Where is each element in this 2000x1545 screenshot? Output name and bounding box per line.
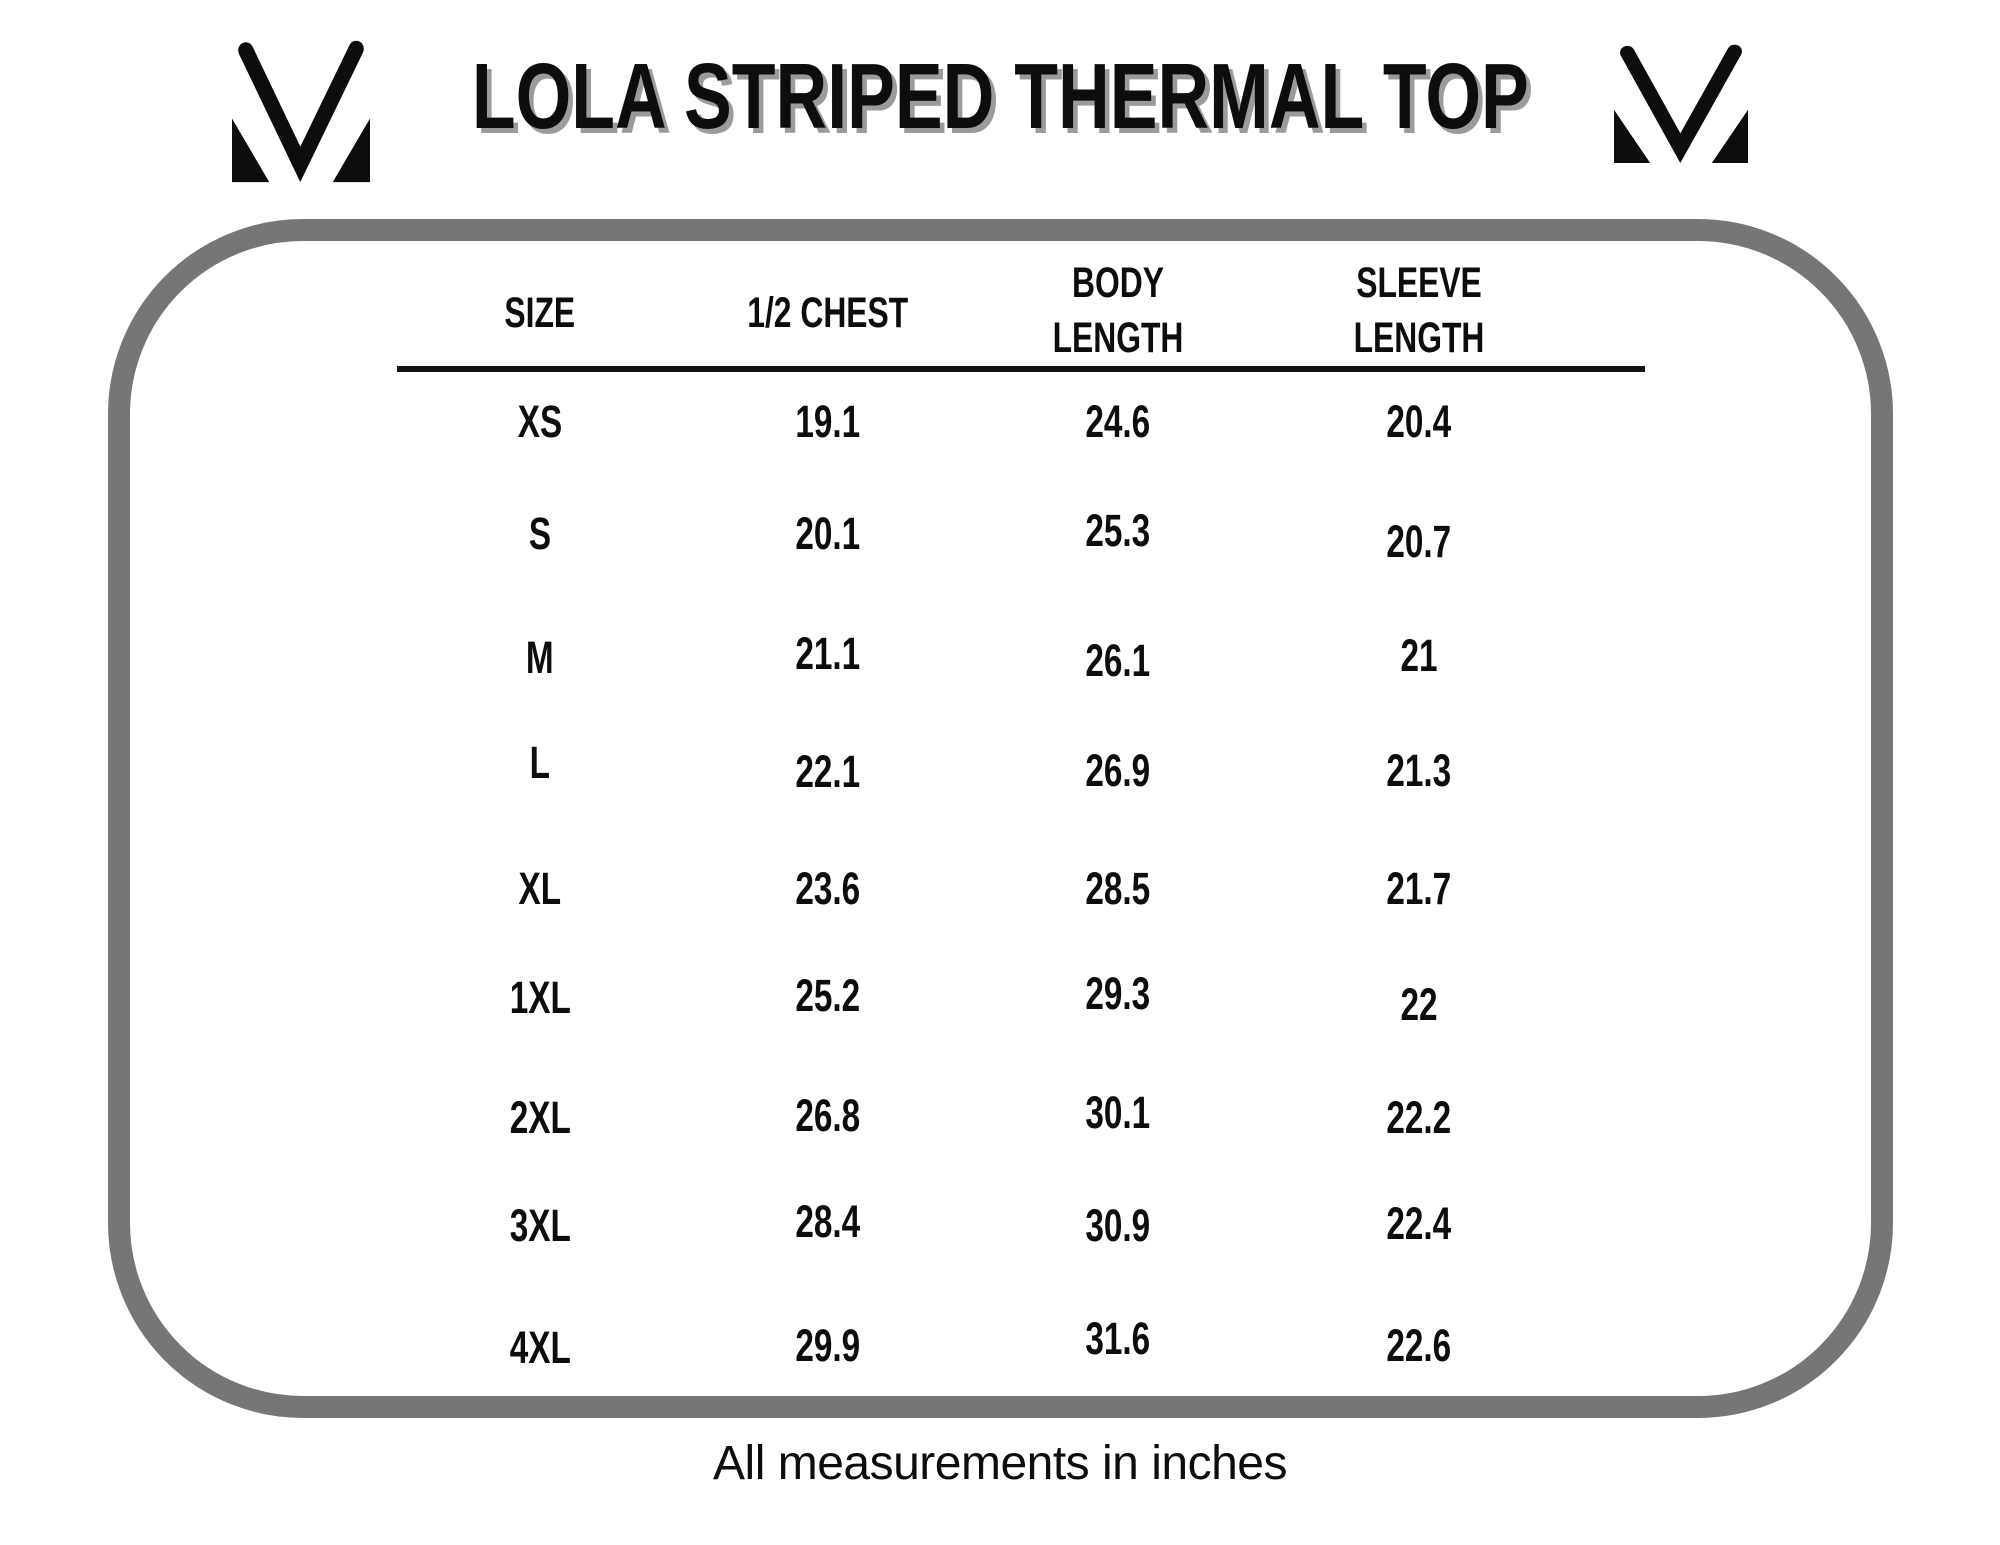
size-cell: L [529, 737, 551, 788]
body-length-cell: 28.5 [1085, 863, 1151, 914]
column-header-size: SIZE [504, 289, 576, 337]
sleeve-length-cell: 22.2 [1386, 1092, 1452, 1143]
brand-m-monogram-icon [1614, 44, 1748, 168]
page-title: LOLA STRIPED THERMAL TOP [471, 44, 1529, 148]
size-cell: S [528, 508, 552, 559]
body-length-cell: 26.9 [1085, 745, 1151, 796]
table-row-l: L 22.1 26.9 21.3 [0, 737, 2000, 797]
size-cell: M [526, 632, 554, 683]
header-rule [397, 366, 1645, 372]
sleeve-length-cell: 22.4 [1386, 1198, 1452, 1249]
half-chest-cell: 22.1 [795, 746, 861, 797]
size-cell: 3XL [509, 1200, 571, 1251]
column-header-body-length: BODY LENGTH [1052, 259, 1184, 362]
body-length-cell: 26.1 [1085, 635, 1151, 686]
size-cell: XL [518, 863, 562, 914]
sleeve-length-cell: 21 [1400, 630, 1438, 681]
half-chest-cell: 28.4 [795, 1196, 861, 1247]
table-row-xl: XL 23.6 28.5 21.7 [0, 863, 2000, 914]
sleeve-length-cell: 21.7 [1386, 863, 1452, 914]
table-row-3xl: 3XL 28.4 30.9 22.4 [0, 1196, 2000, 1251]
table-row-2xl: 2XL 26.8 30.1 22.2 [0, 1087, 2000, 1143]
table-row-m: M 21.1 26.1 21 [0, 628, 2000, 686]
half-chest-cell: 23.6 [795, 863, 861, 914]
body-length-cell: 31.6 [1085, 1313, 1151, 1364]
sleeve-length-cell: 22 [1400, 979, 1438, 1030]
table-row-4xl: 4XL 29.9 31.6 22.6 [0, 1313, 2000, 1373]
table-row-1xl: 1XL 25.2 29.3 22 [0, 968, 2000, 1030]
sleeve-length-cell: 21.3 [1386, 745, 1452, 796]
body-length-cell: 24.6 [1085, 396, 1151, 447]
size-cell: XS [517, 396, 563, 447]
brand-m-monogram-icon [232, 40, 370, 188]
size-cell: 1XL [509, 972, 571, 1023]
table-row-s: S 20.1 25.3 20.7 [0, 505, 2000, 567]
body-length-cell: 25.3 [1085, 505, 1151, 556]
size-chart-panel [108, 219, 1893, 1418]
size-cell: 2XL [509, 1092, 571, 1143]
measurements-footnote: All measurements in inches [713, 1437, 1287, 1490]
body-length-cell: 30.9 [1085, 1200, 1151, 1251]
sleeve-length-cell: 22.6 [1386, 1320, 1452, 1371]
half-chest-cell: 25.2 [795, 970, 861, 1021]
size-cell: 4XL [509, 1322, 571, 1373]
half-chest-cell: 20.1 [795, 508, 861, 559]
half-chest-cell: 26.8 [795, 1090, 861, 1141]
body-length-cell: 30.1 [1085, 1087, 1151, 1138]
table-row-xs: XS 19.1 24.6 20.4 [0, 396, 2000, 447]
body-length-cell: 29.3 [1085, 968, 1151, 1019]
sleeve-length-cell: 20.7 [1386, 516, 1452, 567]
column-header-half-chest: 1/2 CHEST [747, 289, 909, 337]
column-header-sleeve-length: SLEEVE LENGTH [1353, 259, 1485, 362]
half-chest-cell: 29.9 [795, 1320, 861, 1371]
half-chest-cell: 21.1 [795, 628, 861, 679]
sleeve-length-cell: 20.4 [1386, 396, 1452, 447]
half-chest-cell: 19.1 [795, 396, 861, 447]
